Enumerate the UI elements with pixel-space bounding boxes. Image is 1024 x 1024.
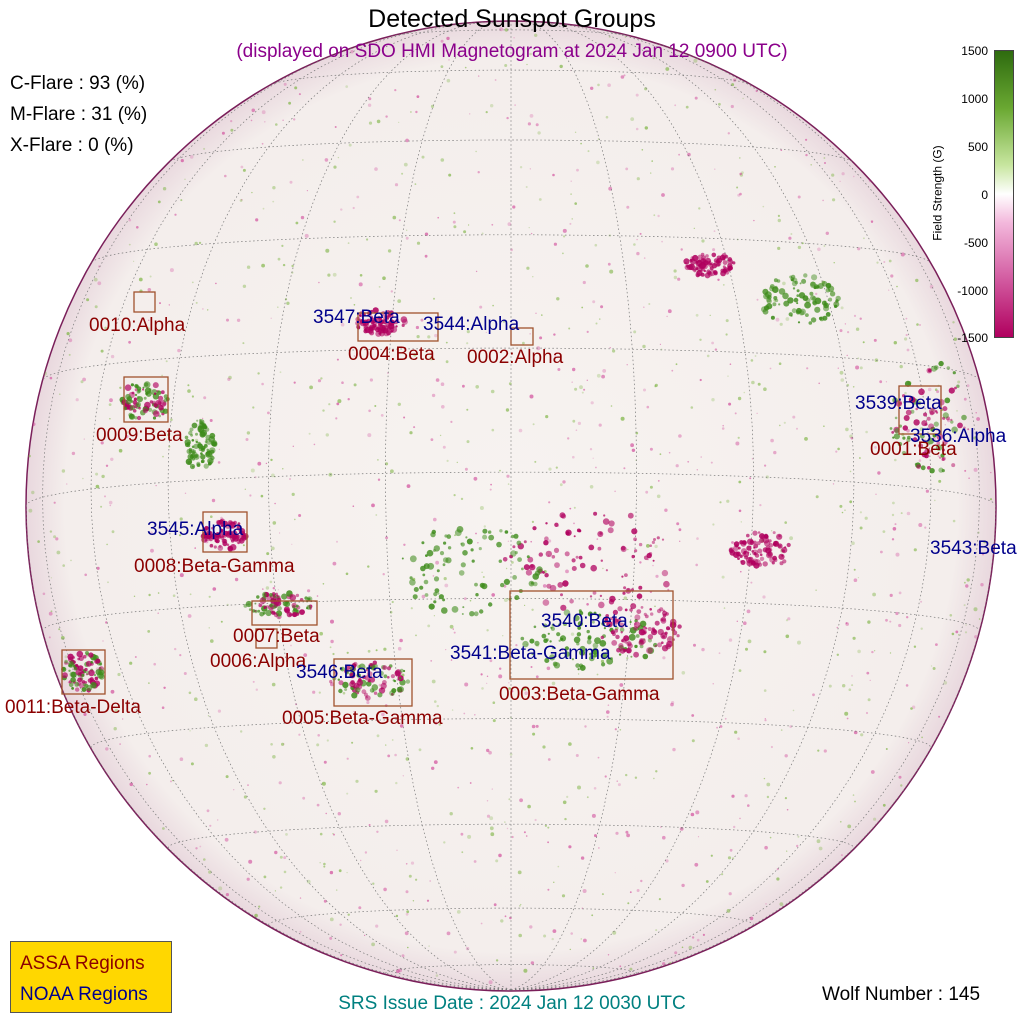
region-box	[202, 511, 248, 553]
region-box	[123, 376, 169, 423]
region-box	[510, 327, 534, 346]
colorbar-tick: -1500	[957, 331, 988, 345]
region-box	[255, 628, 278, 649]
assa-region-label: 0003:Beta-Gamma	[499, 684, 660, 705]
colorbar-tick: 1000	[961, 92, 988, 106]
region-box	[133, 291, 156, 313]
region-box	[357, 312, 439, 342]
x-flare-probability: X-Flare : 0 (%)	[10, 135, 134, 156]
region-legend	[10, 941, 172, 1013]
magnetogram-speckle	[28, 27, 993, 985]
assa-region-label: 0006:Alpha	[210, 651, 307, 672]
noaa-region-label: 3540:Beta	[541, 611, 628, 632]
assa-region-label: 0005:Beta-Gamma	[282, 708, 443, 729]
colorbar-tick: -1000	[957, 284, 988, 298]
c-flare-probability: C-Flare : 93 (%)	[10, 73, 146, 94]
region-labels: 0001:Beta 0002:Alpha 0003:Beta-Gamma 0004:B…	[5, 307, 1017, 729]
assa-region-label: 0008:Beta-Gamma	[134, 556, 295, 577]
field-strength-colorbar	[994, 50, 1014, 338]
region-box	[898, 385, 942, 435]
assa-region-label: 0007:Beta	[233, 626, 320, 647]
assa-region-label: 0011:Beta-Delta	[5, 697, 141, 718]
assa-region-label: 0004:Beta	[348, 344, 435, 365]
page-title: Detected Sunspot Groups	[368, 5, 656, 33]
page-subtitle: (displayed on SDO HMI Magnetogram at 202…	[236, 41, 788, 62]
noaa-region-label: 3536:Alpha	[910, 426, 1007, 447]
assa-region-label: 0001:Beta	[870, 439, 957, 460]
noaa-region-label: 3545:Alpha	[147, 519, 244, 540]
colorbar-tick: -500	[963, 236, 988, 250]
noaa-region-label: 3541:Beta-Gamma	[450, 643, 611, 664]
assa-region-label: 0010:Alpha	[89, 315, 186, 336]
noaa-region-label: 3543:Beta	[930, 538, 1017, 559]
noaa-region-label: 3539:Beta	[855, 393, 942, 414]
colorbar-tick: 500	[967, 140, 988, 154]
colorbar-tick: 0	[981, 188, 988, 202]
m-flare-probability: M-Flare : 31 (%)	[10, 104, 148, 125]
region-boxes	[61, 291, 942, 707]
colorbar-label: Field Strength (G)	[930, 145, 945, 241]
region-box	[333, 658, 413, 707]
region-box	[509, 590, 674, 680]
region-box	[61, 649, 106, 695]
colorbar-tick: 1500	[961, 44, 988, 58]
assa-region-label: 0009:Beta	[96, 425, 183, 446]
legend-assa-regions: ASSA Regions	[20, 953, 145, 974]
region-box	[251, 600, 318, 626]
wolf-number: Wolf Number : 145	[822, 984, 981, 1005]
noaa-region-label: 3546:Beta	[296, 662, 383, 683]
assa-region-label: 0002:Alpha	[467, 347, 564, 368]
legend-noaa-regions: NOAA Regions	[20, 984, 148, 1005]
noaa-region-label: 3547:Beta	[313, 307, 400, 328]
noaa-region-label: 3544:Alpha	[423, 314, 520, 335]
srs-issue-date: SRS Issue Date : 2024 Jan 12 0030 UTC	[338, 993, 686, 1014]
